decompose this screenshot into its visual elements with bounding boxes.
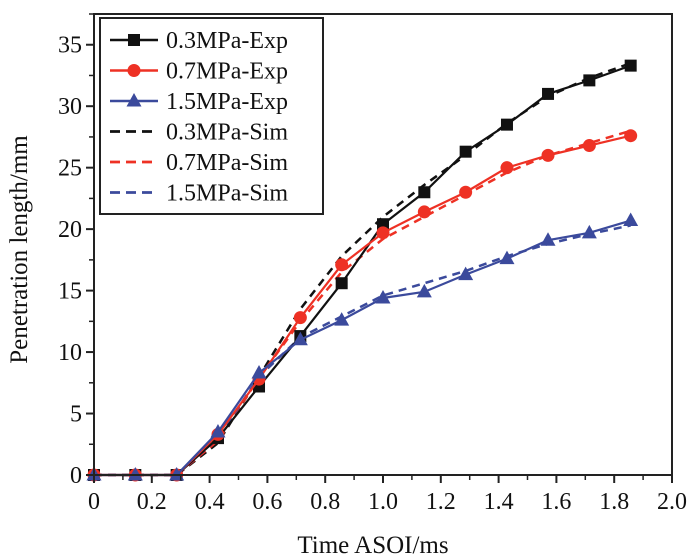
- y-tick-label: 10: [58, 340, 82, 366]
- data-point: [127, 467, 143, 481]
- data-point: [624, 129, 638, 143]
- legend-item: 1.5MPa-Exp: [110, 89, 288, 115]
- data-point: [583, 74, 596, 87]
- legend-label: 1.5MPa-Exp: [166, 89, 288, 115]
- data-point: [253, 380, 266, 393]
- x-tick-label: 0: [88, 489, 100, 515]
- legend-marker: [128, 34, 140, 46]
- data-point: [417, 205, 431, 219]
- series-1-5mpa-exp: [86, 212, 639, 481]
- data-point: [459, 145, 472, 158]
- series-line: [94, 219, 631, 477]
- x-tick-label: 1.8: [599, 489, 629, 515]
- data-point: [582, 139, 596, 153]
- data-point: [540, 232, 556, 246]
- y-tick-label: 30: [58, 94, 82, 120]
- y-tick-label: 20: [58, 217, 82, 243]
- data-point: [376, 226, 390, 240]
- data-point: [500, 161, 514, 175]
- x-axis: 0 0.2 0.4 0.6 0.8 1.0 1.2 1.4 1.6 1.8 2.0: [88, 475, 687, 515]
- data-point: [335, 277, 348, 290]
- legend-marker: [127, 64, 141, 77]
- data-point: [623, 212, 639, 227]
- x-tick-label: 1.2: [426, 489, 456, 515]
- y-tick-label: 15: [58, 279, 82, 305]
- y-axis-title: Penetration length/mm: [6, 135, 33, 364]
- legend-marker: [126, 93, 142, 107]
- data-point: [500, 118, 513, 131]
- series-line: [94, 224, 631, 477]
- x-tick-label: 1.0: [368, 489, 398, 515]
- data-point: [334, 312, 350, 326]
- x-tick-label: 1.6: [541, 489, 571, 515]
- data-point: [624, 59, 637, 72]
- x-tick-label: 0.6: [252, 489, 282, 515]
- data-point: [542, 87, 555, 100]
- y-tick-label: 35: [58, 33, 82, 59]
- legend-label: 0.3MPa-Exp: [166, 28, 288, 54]
- series-layer: [86, 59, 639, 482]
- x-tick-label: 0.2: [137, 489, 167, 515]
- legend-box: [99, 17, 324, 215]
- data-point: [459, 185, 473, 199]
- data-point: [416, 283, 432, 298]
- data-point: [581, 224, 597, 239]
- data-point: [210, 423, 226, 438]
- x-tick-label: 0.4: [195, 489, 225, 515]
- data-point: [418, 186, 431, 199]
- y-axis: 0 5 10 15 20 25 30 35: [58, 13, 94, 489]
- x-tick-label: 0.8: [310, 489, 340, 515]
- y-tick-label: 5: [70, 402, 82, 428]
- data-point: [541, 148, 555, 162]
- series-1-5mpa-sim: [94, 224, 631, 477]
- x-tick-label: 2.0: [657, 489, 687, 515]
- x-tick-label: 1.4: [484, 489, 514, 515]
- legend-item: 0.7MPa-Sim: [110, 150, 288, 176]
- data-point: [292, 331, 308, 346]
- legend-item: 0.3MPa-Sim: [110, 120, 288, 146]
- y-tick-label: 0: [70, 463, 82, 489]
- x-axis-title: Time ASOI/ms: [297, 532, 448, 559]
- data-point: [499, 250, 515, 265]
- y-tick-label: 25: [58, 156, 82, 182]
- data-point: [251, 364, 267, 379]
- legend-label: 0.7MPa-Exp: [166, 59, 288, 85]
- legend-label: 1.5MPa-Sim: [166, 181, 288, 207]
- data-point: [293, 311, 307, 325]
- legend-label: 0.3MPa-Sim: [166, 120, 288, 146]
- data-point: [458, 266, 474, 281]
- legend-item: 1.5MPa-Sim: [110, 181, 288, 207]
- data-point: [335, 258, 349, 272]
- legend-item: 0.3MPa-Exp: [110, 28, 288, 54]
- legend-item: 0.7MPa-Exp: [110, 59, 288, 85]
- legend: 0.3MPa-Exp 0.7MPa-Exp 1.5MPa-Exp 0.3MPa-Sim…: [99, 17, 324, 215]
- legend-label: 0.7MPa-Sim: [166, 150, 288, 176]
- data-point: [375, 289, 391, 304]
